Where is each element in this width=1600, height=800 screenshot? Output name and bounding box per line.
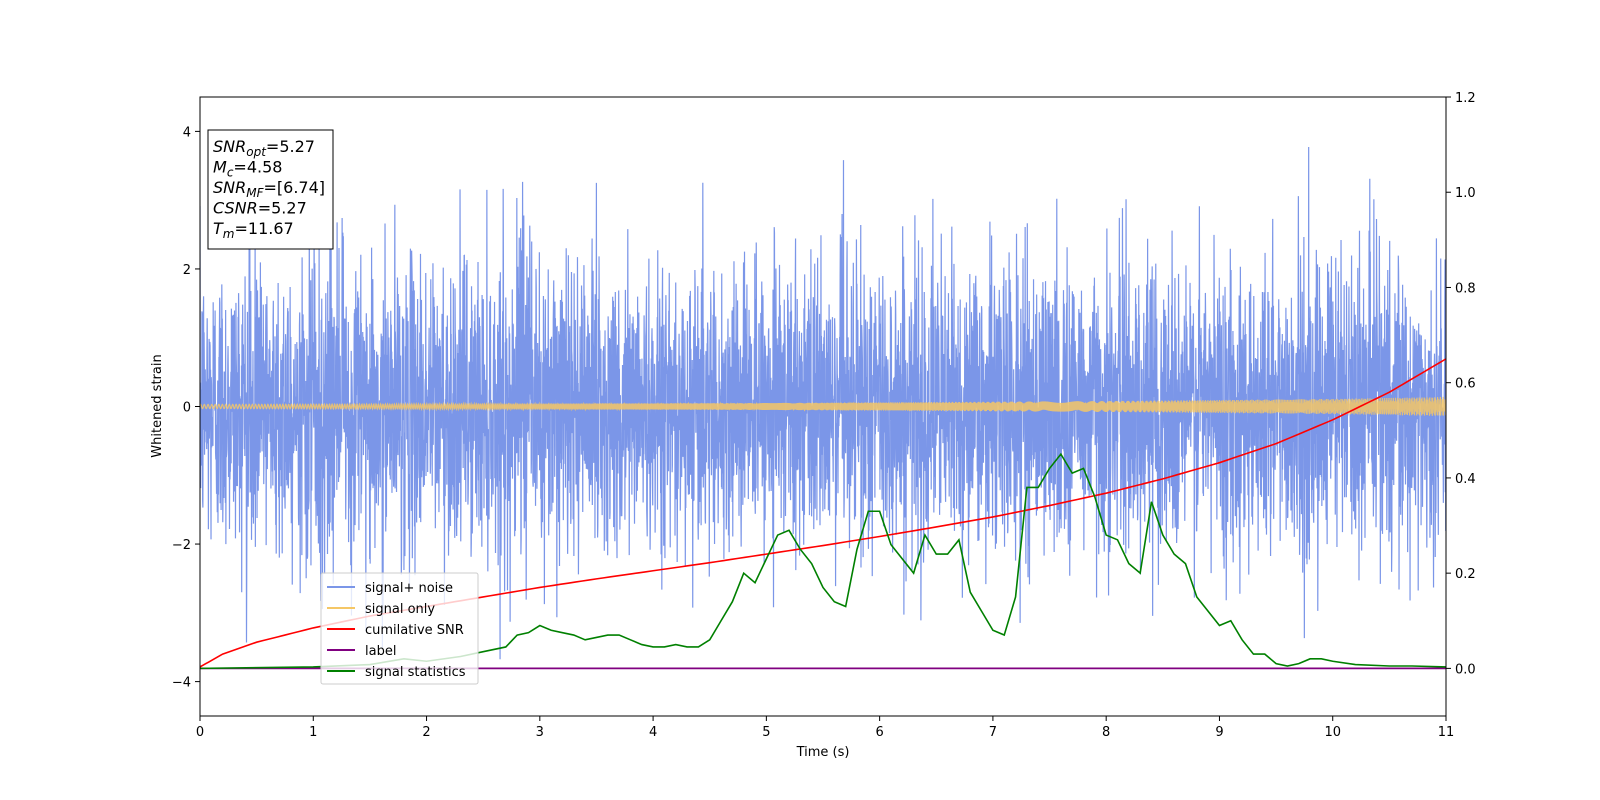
x-tick-label: 0 [196, 725, 204, 740]
y2-tick-label: 1.0 [1455, 186, 1476, 201]
x-tick-label: 6 [875, 725, 883, 740]
x-tick-label: 11 [1438, 725, 1455, 740]
legend-label-label: label [365, 644, 396, 659]
legend-frame [320, 572, 479, 685]
series-signal-statistics-line [200, 452, 1446, 670]
legend-label-signal-statistics: signal statistics [365, 665, 466, 680]
y-tick-label: −2 [172, 538, 191, 553]
stat-symbol: M [213, 158, 227, 177]
y2-tick-label: 0.8 [1455, 281, 1476, 296]
stat-symbol: CSNR [213, 199, 258, 218]
y-axis-label: Whitened strain [150, 354, 165, 457]
stat-subscript: m [223, 227, 235, 241]
stat-line: Mc=4.58 [213, 158, 282, 180]
x-axis-label: Time (s) [796, 745, 850, 760]
x-tick-label: 10 [1324, 725, 1341, 740]
stat-value: =5.27 [266, 137, 315, 156]
stat-subscript: MF [246, 186, 264, 200]
stat-subscript: opt [246, 145, 267, 159]
stat-subscript: c [227, 166, 234, 180]
stat-symbol: SNR [213, 178, 246, 197]
y2-tick-label: 0.2 [1455, 567, 1476, 582]
series-signal-only-line [200, 396, 1446, 416]
y2-tick-label: 1.2 [1455, 91, 1476, 106]
legend-label-signal-only: signal only [365, 602, 435, 617]
x-tick-label: 5 [762, 725, 770, 740]
y2-tick-label: 0.0 [1455, 662, 1476, 677]
stat-line: SNRopt=5.27 [213, 137, 315, 159]
x-tick-label: 1 [309, 725, 317, 740]
stat-value: =[6.74] [264, 178, 326, 197]
y-tick-label: −4 [172, 676, 191, 691]
stat-symbol: T [213, 219, 224, 238]
legend: signal+ noise signal only cumilative SNR la… [320, 572, 479, 685]
y2-tick-label: 0.6 [1455, 377, 1476, 392]
x-tick-label: 8 [1102, 725, 1110, 740]
series-signal-noise-line [200, 146, 1446, 660]
stat-symbol: SNR [213, 137, 246, 156]
stat-value: =5.27 [258, 199, 307, 218]
stat-line: Tm=11.67 [213, 219, 294, 241]
y-tick-label: 4 [183, 125, 191, 140]
stat-value: =11.67 [234, 219, 293, 238]
stat-value: =4.58 [233, 158, 282, 177]
x-tick-label: 4 [649, 725, 657, 740]
stat-line: CSNR=5.27 [213, 199, 307, 218]
legend-label-cumilative-snr: cumilative SNR [365, 623, 464, 638]
y-tick-label: 2 [183, 263, 191, 278]
y-tick-label: 0 [183, 401, 191, 416]
x-tick-label: 9 [1215, 725, 1223, 740]
stat-line: SNRMF=[6.74] [213, 178, 325, 200]
legend-label-signal-noise: signal+ noise [365, 581, 453, 596]
stats-annotation-box: SNRopt=5.27Mc=4.58SNRMF=[6.74]CSNR=5.27T… [207, 129, 334, 250]
x-tick-label: 2 [422, 725, 430, 740]
y2-tick-label: 0.4 [1455, 472, 1476, 487]
stats-box-frame [207, 129, 334, 250]
x-tick-label: 3 [536, 725, 544, 740]
axes: 0 1 2 3 4 5 6 7 8 9 10 11 4 2 0 −2 −4 1.2 1.0 0.8 0.6 0.4 0.2 0… [172, 91, 1476, 740]
x-tick-label: 7 [989, 725, 997, 740]
